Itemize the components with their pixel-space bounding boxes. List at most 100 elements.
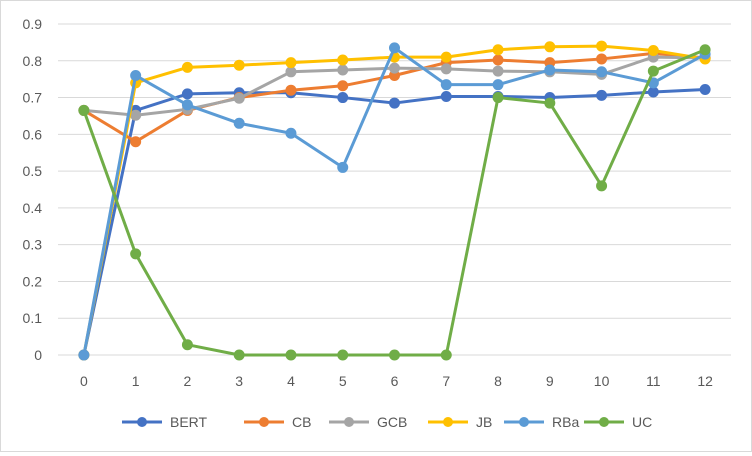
data-point-cb (285, 84, 297, 96)
data-point-bert (647, 86, 659, 98)
data-point-gcb (233, 92, 245, 104)
legend-label: CB (292, 414, 311, 430)
legend-marker (443, 417, 453, 427)
y-axis-tick-labels: 0 0.1 0.2 0.3 0.4 0.5 0.6 0.7 0.8 0.9 (23, 16, 43, 363)
data-point-gcb (492, 65, 504, 77)
y-tick-label: 0.5 (23, 163, 43, 179)
data-point-jb (233, 59, 245, 71)
x-tick-label: 6 (391, 373, 399, 389)
legend-item-rba: RBa (504, 414, 579, 430)
data-point-bert (699, 83, 711, 95)
legend-marker (259, 417, 269, 427)
legend-label: GCB (377, 414, 407, 430)
data-point-rba (78, 349, 90, 361)
x-tick-label: 8 (494, 373, 502, 389)
data-point-uc (130, 248, 142, 260)
data-point-bert (596, 89, 608, 101)
series-line-bert (82, 87, 707, 357)
data-point-uc (181, 339, 193, 351)
data-point-rba (544, 64, 556, 76)
x-tick-label: 1 (132, 373, 140, 389)
legend-marker (599, 417, 609, 427)
data-point-cb (130, 136, 142, 148)
legend-marker (519, 417, 529, 427)
legend-item-jb: JB (428, 414, 492, 430)
data-point-bert (337, 92, 349, 104)
series-lines (78, 40, 711, 361)
data-point-rba (337, 161, 349, 173)
x-tick-label: 0 (80, 373, 88, 389)
legend-marker (344, 417, 354, 427)
data-point-rba (233, 117, 245, 129)
data-point-jb (181, 61, 193, 73)
data-point-rba (492, 79, 504, 91)
data-point-rba (181, 99, 193, 111)
y-tick-label: 0.3 (23, 237, 43, 253)
data-point-rba (389, 42, 400, 54)
data-point-cb (492, 54, 504, 66)
data-point-bert (440, 90, 452, 102)
data-point-gcb (389, 62, 400, 74)
legend-label: JB (476, 414, 492, 430)
x-tick-label: 10 (594, 373, 610, 389)
x-tick-label: 12 (697, 373, 713, 389)
data-point-bert (181, 88, 193, 100)
legend-label: BERT (170, 414, 208, 430)
series-uc (78, 44, 711, 361)
data-point-jb (647, 44, 659, 56)
x-tick-label: 4 (287, 373, 295, 389)
data-point-uc (699, 44, 711, 56)
data-point-uc (233, 349, 245, 361)
series-line-jb (82, 44, 707, 357)
y-tick-label: 0 (34, 347, 42, 363)
y-tick-label: 0.2 (23, 273, 43, 289)
data-point-rba (596, 66, 608, 78)
y-tick-label: 0.7 (23, 90, 43, 106)
data-point-cb (337, 80, 349, 92)
x-tick-label: 5 (339, 373, 347, 389)
data-point-bert (389, 97, 400, 109)
data-point-rba (130, 69, 142, 81)
data-point-jb (285, 57, 297, 69)
x-tick-label: 3 (235, 373, 243, 389)
y-tick-label: 0.6 (23, 126, 43, 142)
data-point-uc (492, 92, 504, 104)
legend-item-cb: CB (244, 414, 311, 430)
data-point-rba (285, 127, 297, 139)
legend: BERT CB GCB JB RBa UC (122, 414, 652, 430)
data-point-uc (647, 65, 659, 77)
y-tick-label: 0.9 (23, 16, 43, 32)
data-point-uc (337, 349, 349, 361)
data-point-jb (337, 54, 349, 66)
data-point-cb (596, 53, 608, 65)
x-tick-label: 7 (442, 373, 450, 389)
data-point-rba (440, 79, 452, 91)
legend-item-uc: UC (584, 414, 652, 430)
data-point-gcb (337, 64, 349, 76)
data-point-jb (492, 44, 504, 56)
data-point-uc (78, 104, 90, 116)
data-point-uc (440, 349, 452, 361)
data-point-jb (544, 41, 556, 53)
data-point-uc (285, 349, 297, 361)
data-point-uc (389, 349, 400, 361)
data-point-uc (596, 180, 608, 192)
legend-item-gcb: GCB (329, 414, 407, 430)
y-tick-label: 0.4 (23, 200, 43, 216)
data-point-gcb (285, 66, 297, 78)
series-jb (78, 40, 711, 361)
data-point-gcb (130, 109, 142, 121)
x-tick-label: 2 (184, 373, 192, 389)
legend-label: UC (632, 414, 652, 430)
data-point-jb (596, 40, 608, 52)
y-tick-label: 0.1 (23, 310, 43, 326)
data-point-uc (544, 97, 556, 109)
legend-item-bert: BERT (122, 414, 208, 430)
legend-label: RBa (552, 414, 579, 430)
data-point-jb (440, 51, 452, 63)
x-tick-label: 9 (546, 373, 554, 389)
series-rba (78, 42, 711, 361)
x-tick-label: 11 (646, 373, 661, 389)
x-axis-tick-labels: 0 1 2 3 4 5 6 7 8 9 10 11 12 (80, 373, 713, 389)
